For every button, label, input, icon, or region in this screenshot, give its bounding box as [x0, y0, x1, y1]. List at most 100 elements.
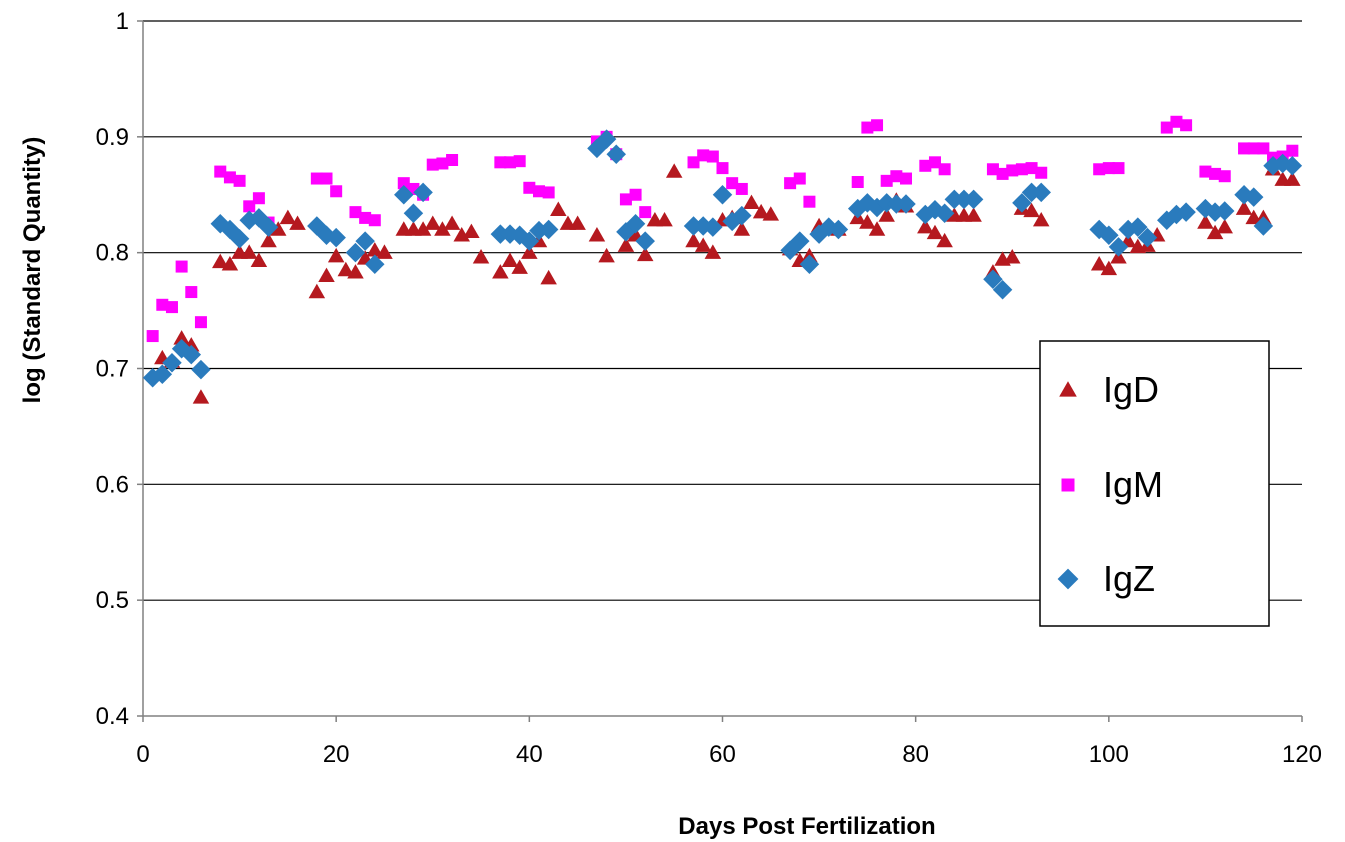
data-point-igd: [1235, 200, 1253, 215]
data-point-igm: [938, 163, 951, 176]
data-point-igz: [1137, 227, 1158, 248]
legend: IgD IgM IgZ: [1039, 340, 1270, 627]
data-point-igm: [223, 171, 236, 184]
data-point-igd: [1004, 249, 1021, 264]
data-point-igz: [1282, 156, 1303, 176]
data-point-igd: [868, 221, 886, 236]
data-point-igm: [1006, 164, 1019, 177]
data-point-igm: [1025, 162, 1038, 175]
data-point-igd: [376, 244, 393, 259]
y-tick-label: 1: [116, 8, 129, 35]
data-point-igd: [463, 223, 480, 239]
data-point-igd: [569, 215, 586, 230]
data-point-igm: [146, 330, 159, 343]
y-tick-label: 0.4: [96, 703, 129, 730]
data-point-igd: [665, 163, 683, 178]
data-point-igm: [716, 162, 729, 175]
data-point-igm: [619, 193, 632, 206]
data-point-igz: [152, 364, 173, 385]
data-point-igd: [1284, 171, 1301, 186]
data-point-igz: [162, 352, 182, 373]
data-point-igm: [194, 316, 207, 329]
data-point-igz: [258, 217, 279, 237]
data-point-igd: [762, 206, 780, 221]
data-point-igm: [494, 156, 507, 169]
data-point-igm: [706, 150, 719, 163]
data-point-igm: [1112, 162, 1125, 175]
data-point-igd: [250, 252, 268, 267]
data-point-igd: [878, 207, 895, 222]
data-point-igm: [996, 167, 1009, 180]
data-point-igd: [694, 237, 712, 252]
data-point-igm: [446, 154, 459, 166]
data-point-igm: [320, 172, 333, 185]
data-point-igd: [260, 232, 277, 248]
data-point-igz: [983, 269, 1003, 290]
y-axis-title: log (Standard Quantity): [19, 137, 46, 404]
legend-marker-igm: [1061, 478, 1075, 492]
data-point-igd: [279, 209, 297, 225]
data-point-igz: [1176, 202, 1196, 222]
data-point-igm: [165, 301, 178, 314]
data-point-igd: [1100, 260, 1118, 276]
data-point-igm: [871, 119, 884, 132]
data-point-igm: [542, 186, 555, 199]
data-point-igd: [1197, 214, 1214, 229]
data-point-igz: [326, 227, 346, 248]
data-point-igz: [963, 189, 984, 210]
data-point-igd: [965, 207, 982, 222]
data-point-igz: [934, 203, 955, 224]
data-point-igd: [733, 221, 751, 236]
data-point-igm: [156, 298, 169, 311]
data-point-igd: [598, 247, 615, 263]
y-tick-label: 0.5: [96, 587, 129, 614]
data-point-igd: [685, 232, 702, 248]
data-point-igm: [523, 181, 536, 194]
data-point-igz: [345, 242, 366, 263]
legend-label-igz: IgZ: [1103, 558, 1155, 599]
data-point-igm: [310, 172, 323, 185]
y-tick-label: 0.7: [96, 356, 129, 383]
y-tick-labels: 0.4 0.5 0.6 0.7 0.8 0.9 1: [96, 8, 143, 730]
data-point-igm: [928, 156, 941, 169]
data-point-igm: [1247, 142, 1260, 155]
data-point-igz: [1099, 225, 1119, 246]
x-tick-label: 100: [1089, 741, 1129, 768]
data-point-igd: [212, 253, 229, 269]
data-point-igm: [436, 157, 449, 170]
data-point-igm: [986, 163, 999, 176]
data-point-igd: [1216, 218, 1233, 234]
data-point-igm: [629, 188, 642, 201]
data-point-igm: [330, 185, 343, 198]
data-point-igd: [308, 283, 326, 299]
data-point-igz: [625, 213, 646, 234]
data-point-igz: [191, 359, 211, 380]
data-point-igd: [521, 244, 538, 259]
data-point-igd: [511, 259, 528, 274]
data-point-igz: [712, 185, 733, 205]
data-point-igz: [1214, 201, 1235, 221]
data-point-igm: [513, 155, 526, 168]
data-point-igm: [861, 121, 874, 134]
data-point-igm: [504, 156, 517, 169]
data-point-igm: [252, 192, 265, 205]
data-point-igm: [900, 172, 913, 185]
data-point-igm: [243, 200, 256, 213]
data-point-igm: [803, 195, 816, 208]
data-point-igz: [1031, 182, 1051, 203]
data-point-igm: [1218, 170, 1231, 183]
data-point-igd: [472, 249, 490, 264]
data-point-igm: [1180, 119, 1193, 132]
data-point-igm: [1257, 142, 1270, 155]
y-tick-label: 0.6: [96, 471, 129, 498]
data-point-igz: [1128, 217, 1148, 237]
data-point-igz: [635, 231, 655, 251]
data-point-igz: [896, 194, 916, 214]
data-point-igd: [192, 389, 210, 404]
data-point-igd: [443, 215, 461, 230]
data-point-igz: [403, 203, 424, 224]
data-point-igz: [413, 182, 433, 203]
data-point-igd: [588, 227, 606, 242]
x-axis-title: Days Post Fertilization: [678, 813, 935, 840]
